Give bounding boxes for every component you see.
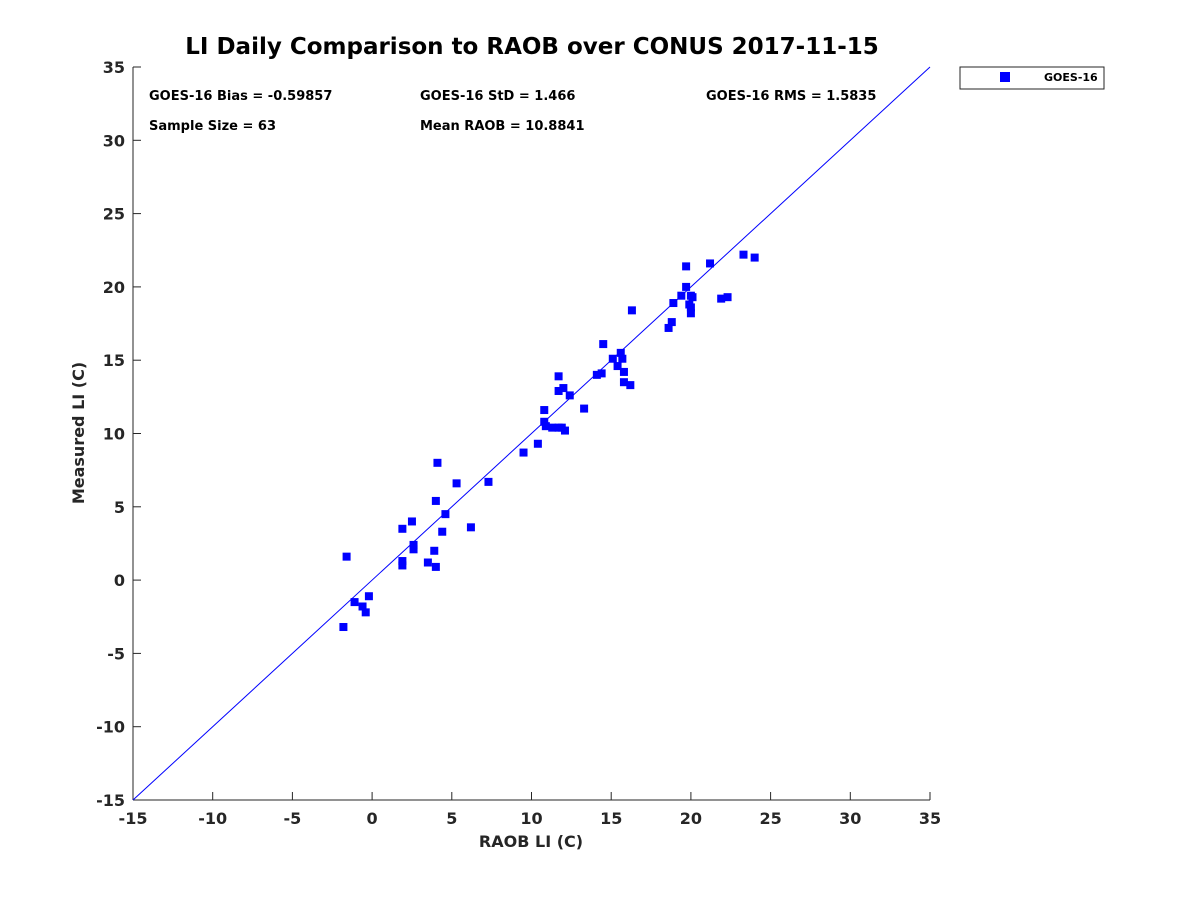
y-tick-label: 30 [103, 131, 125, 150]
stat-sample-size: Sample Size = 63 [149, 119, 276, 134]
data-point [342, 552, 351, 561]
reference-line [132, 66, 931, 801]
x-tick-label: 0 [367, 809, 378, 828]
data-point [599, 340, 608, 349]
data-point [613, 362, 622, 371]
data-point [554, 372, 563, 381]
y-tick-label: 5 [114, 498, 125, 517]
y-tick-label: 35 [103, 58, 125, 77]
y-tick-label: 25 [103, 205, 125, 224]
y-tick-label: 10 [103, 425, 125, 444]
data-point [618, 354, 627, 363]
data-point [441, 510, 450, 519]
data-point [739, 250, 748, 259]
legend-entry-goes16: GOES-16 [1044, 71, 1098, 84]
data-point [339, 623, 348, 632]
data-point [358, 602, 367, 611]
x-tick-label: 10 [520, 809, 542, 828]
stat-rms: GOES-16 RMS = 1.5835 [706, 89, 876, 104]
data-point [433, 458, 442, 467]
data-points [339, 250, 759, 632]
x-tick-label: -15 [119, 809, 148, 828]
stat-bias: GOES-16 Bias = -0.59857 [149, 89, 332, 104]
data-point [669, 299, 678, 308]
data-point [706, 259, 715, 268]
data-point [398, 524, 407, 533]
data-point [519, 448, 528, 457]
data-point [682, 282, 691, 291]
x-tick-label: 35 [919, 809, 941, 828]
data-point [560, 426, 569, 435]
data-point [717, 294, 726, 303]
data-point [407, 517, 416, 526]
data-point [619, 378, 628, 387]
legend: GOES-16 [959, 66, 1105, 90]
x-tick-label: 25 [759, 809, 781, 828]
data-point [682, 262, 691, 271]
data-point [627, 306, 636, 315]
data-point [686, 309, 695, 318]
legend-marker-square [1000, 72, 1010, 82]
data-point [452, 479, 461, 488]
stat-std: GOES-16 StD = 1.466 [420, 89, 575, 104]
data-point [430, 546, 439, 555]
legend-box [959, 66, 1105, 90]
data-point [540, 406, 549, 415]
data-point [533, 439, 542, 448]
stat-mean-raob: Mean RAOB = 10.8841 [420, 119, 585, 134]
data-point [554, 386, 563, 395]
data-point [350, 598, 359, 607]
data-point [423, 558, 432, 567]
data-point [664, 323, 673, 332]
x-axis-label: RAOB LI (C) [479, 832, 583, 851]
data-point [398, 561, 407, 570]
x-tick-label: -5 [284, 809, 302, 828]
y-tick-label: 15 [103, 351, 125, 370]
x-tick-label: -10 [198, 809, 227, 828]
data-point [667, 318, 676, 327]
data-point [361, 608, 370, 617]
y-tick-label: -5 [107, 644, 125, 663]
data-point [398, 557, 407, 566]
y-axis-label: Measured LI (C) [69, 362, 88, 504]
data-point [466, 523, 475, 532]
data-point [580, 404, 589, 413]
data-point [723, 293, 732, 302]
data-point [677, 291, 686, 300]
data-point [616, 348, 625, 357]
data-point [409, 545, 418, 554]
data-point [431, 496, 440, 505]
x-tick-label: 20 [680, 809, 702, 828]
y-tick-label: 0 [114, 571, 125, 590]
chart-title: LI Daily Comparison to RAOB over CONUS 2… [185, 34, 879, 60]
data-point [431, 562, 440, 571]
data-point [484, 477, 493, 486]
x-tick-label: 15 [600, 809, 622, 828]
data-point [608, 354, 617, 363]
data-point [540, 417, 549, 426]
data-point [409, 540, 418, 549]
data-point [364, 592, 373, 601]
data-point [626, 381, 635, 390]
x-tick-label: 30 [839, 809, 861, 828]
data-point [597, 369, 606, 378]
data-point [559, 384, 568, 393]
data-point [686, 303, 695, 312]
data-point [548, 423, 557, 432]
data-point [592, 370, 601, 379]
y-tick-label: 20 [103, 278, 125, 297]
x-tick-label: 5 [446, 809, 457, 828]
data-point [565, 391, 574, 400]
y-tick-label: -15 [96, 791, 125, 810]
data-point [750, 253, 759, 262]
axes: -15 -10 -5 0 5 10 15 20 25 30 35 -15 -10 -5 0 5 10 15 20 25… [96, 58, 941, 828]
data-point [686, 291, 695, 300]
data-point [619, 367, 628, 376]
data-point [438, 527, 447, 536]
y-tick-label: -10 [96, 718, 125, 737]
data-point [541, 422, 550, 431]
